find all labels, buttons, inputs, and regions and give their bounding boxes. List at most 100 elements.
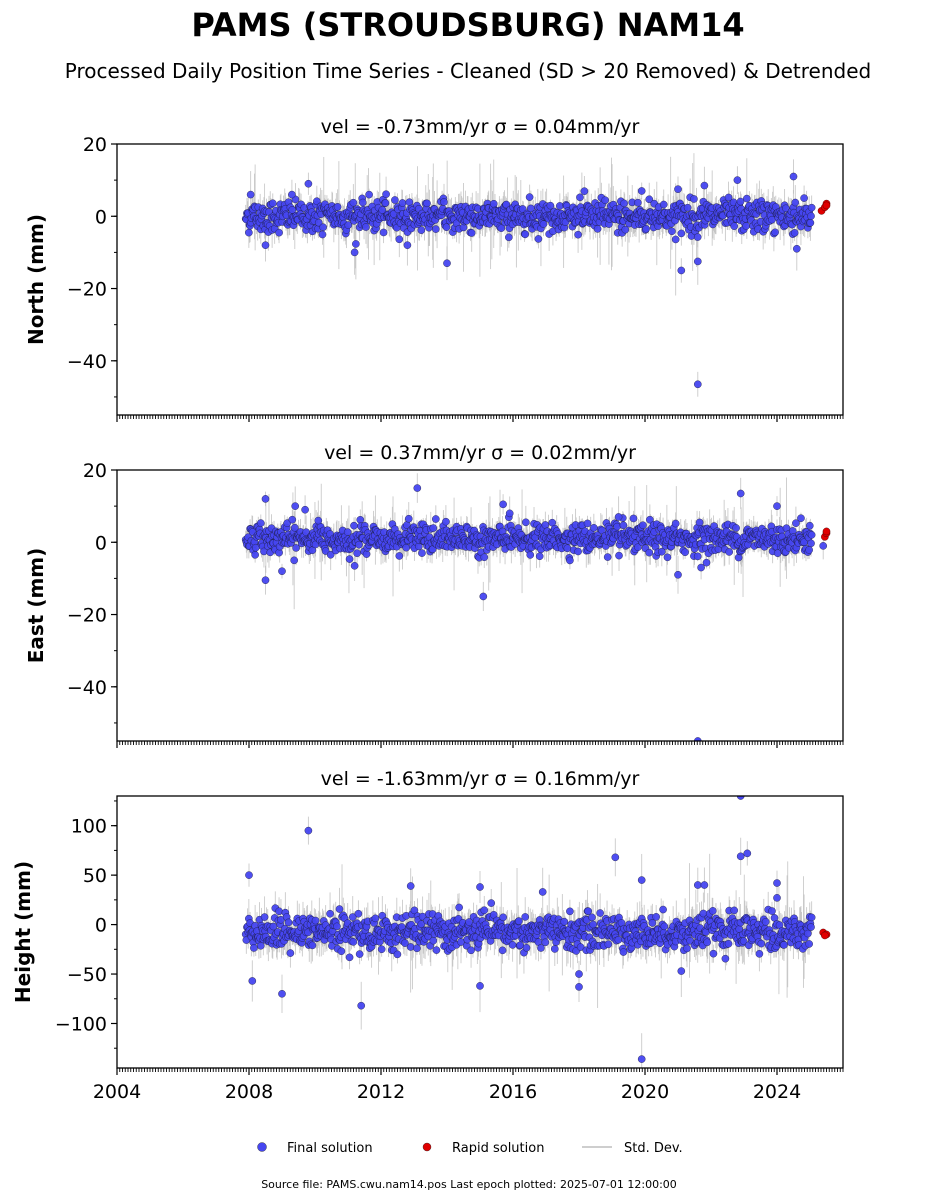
final-point xyxy=(429,524,438,532)
final-points xyxy=(241,484,828,741)
final-point xyxy=(505,233,513,242)
final-point xyxy=(590,524,598,532)
final-point xyxy=(362,223,370,231)
final-point xyxy=(350,248,359,257)
final-point xyxy=(668,227,676,236)
plot-area xyxy=(241,796,831,1068)
final-point xyxy=(645,548,654,557)
final-point xyxy=(423,199,431,208)
final-point xyxy=(694,737,702,741)
final-point xyxy=(534,235,543,243)
y-tick-label: −40 xyxy=(67,677,107,699)
final-point xyxy=(693,233,702,241)
final-point xyxy=(379,228,388,237)
y-tick-label: −20 xyxy=(67,279,107,301)
final-point xyxy=(489,199,498,208)
final-point xyxy=(522,518,530,527)
final-point xyxy=(771,228,779,237)
final-point xyxy=(541,521,550,529)
final-point xyxy=(601,196,609,204)
final-point xyxy=(646,515,654,524)
final-point xyxy=(539,220,548,228)
final-point xyxy=(634,543,642,552)
final-point xyxy=(736,197,745,206)
final-point xyxy=(326,550,335,559)
final-point xyxy=(614,513,623,521)
final-point xyxy=(615,551,623,560)
final-point xyxy=(768,215,776,224)
final-point xyxy=(733,176,742,184)
final-point xyxy=(497,224,506,232)
final-point xyxy=(683,203,692,212)
final-point xyxy=(671,519,680,528)
final-point xyxy=(695,518,704,527)
final-point xyxy=(395,552,404,560)
final-point xyxy=(677,229,686,238)
final-point xyxy=(417,226,426,234)
final-point xyxy=(807,539,815,548)
rapid-point xyxy=(822,201,831,210)
panel-east: 20 0 −20 −40 vel = 0.37mm/yr σ = 0.02mm/yr Ea… xyxy=(24,442,844,748)
final-point xyxy=(671,235,680,244)
figure-title: PAMS (STROUDSBURG) NAM14 xyxy=(191,6,744,44)
final-point xyxy=(797,514,805,523)
final-point xyxy=(418,549,426,557)
final-point xyxy=(318,230,327,239)
plot-area xyxy=(241,153,831,397)
plot-area xyxy=(241,473,831,741)
final-point xyxy=(479,592,488,601)
final-point xyxy=(480,553,489,562)
final-point xyxy=(268,199,277,208)
rapid-point xyxy=(822,527,831,536)
final-point xyxy=(642,225,650,233)
final-point xyxy=(730,222,739,230)
final-point xyxy=(593,225,602,233)
final-point xyxy=(773,502,781,510)
final-point xyxy=(378,206,387,214)
final-point xyxy=(251,551,259,559)
final-point xyxy=(566,556,574,565)
final-point xyxy=(700,181,709,190)
y-tick-label: −20 xyxy=(67,605,107,627)
final-point xyxy=(278,567,286,575)
final-point xyxy=(344,221,353,229)
final-point xyxy=(358,198,367,207)
final-point xyxy=(355,540,363,549)
final-point xyxy=(288,515,297,524)
final-point xyxy=(621,225,630,234)
final-point xyxy=(659,200,668,209)
final-point xyxy=(345,555,354,563)
final-point xyxy=(789,172,798,181)
final-point xyxy=(619,521,628,530)
final-point xyxy=(261,495,270,503)
final-point xyxy=(563,544,572,553)
final-point xyxy=(432,515,440,523)
final-point xyxy=(634,198,642,207)
final-point xyxy=(742,222,750,230)
final-point xyxy=(674,570,682,579)
y-axis: 20 0 −20 −40 xyxy=(67,134,117,398)
final-point xyxy=(245,228,253,237)
final-point xyxy=(301,505,309,514)
rapid-points xyxy=(821,527,831,541)
final-point xyxy=(694,380,702,389)
final-point xyxy=(805,546,813,554)
figure-subtitle: Processed Daily Position Time Series - C… xyxy=(65,59,871,83)
final-point xyxy=(365,190,373,199)
final-point xyxy=(499,500,507,509)
final-point xyxy=(576,193,584,202)
final-point xyxy=(556,202,564,210)
final-point xyxy=(702,558,711,567)
final-point xyxy=(246,190,255,199)
final-point xyxy=(403,241,412,249)
final-point xyxy=(362,550,371,558)
final-point xyxy=(535,552,544,561)
y-tick-label: 20 xyxy=(83,134,107,156)
final-point xyxy=(791,198,800,207)
final-point xyxy=(574,547,582,556)
panel-north: 20 0 −20 −40 vel = -0.73mm/yr σ = 0.04mm/yr N… xyxy=(24,116,844,422)
final-point xyxy=(736,489,745,498)
final-point xyxy=(391,196,399,204)
final-point xyxy=(440,198,448,206)
final-point xyxy=(677,266,686,275)
